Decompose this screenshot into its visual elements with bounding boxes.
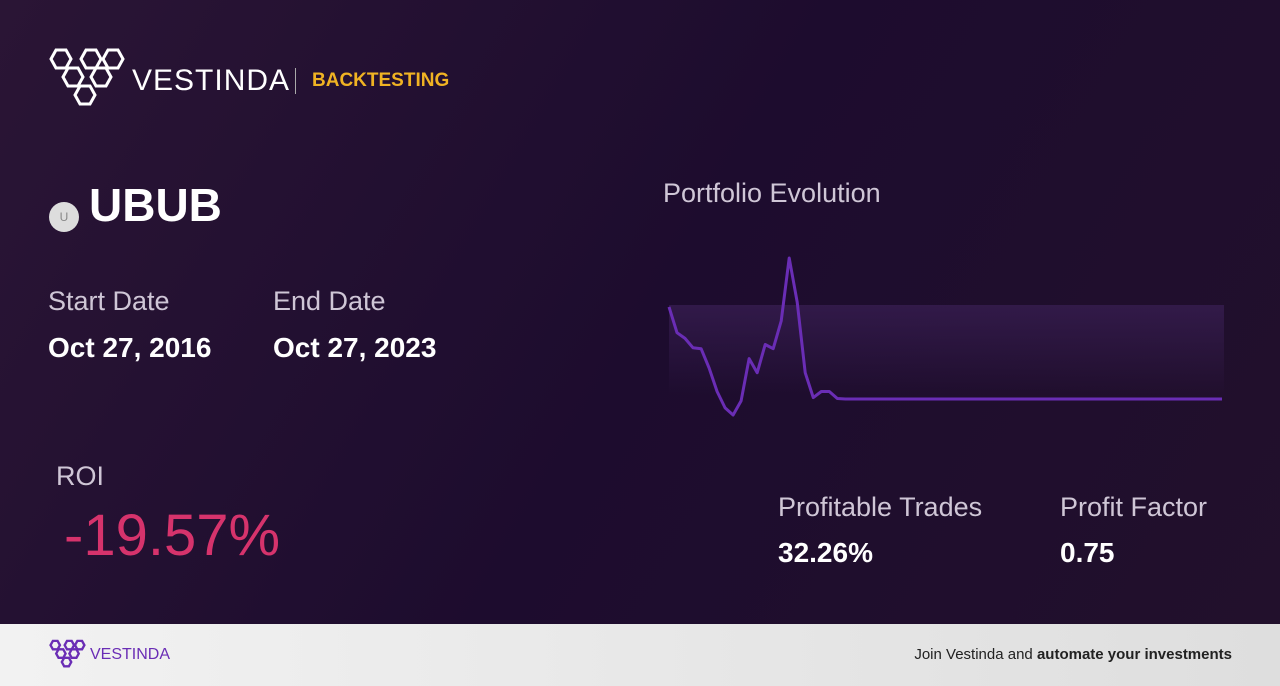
end-label: End Date [273,286,386,316]
roi-value: -19.57% [64,503,281,568]
asset-icon: U [49,202,79,232]
footer-text: Join Vestinda and [914,646,1033,663]
chart [667,256,1224,417]
footer-cta: Join Vestinda and automate your investme… [914,646,1232,663]
chart-band [669,305,1224,395]
stat-label: Profitable Trades [778,492,983,522]
logo [49,48,125,106]
stat-label: Profit Factor [1060,492,1208,522]
brand: VESTINDA [132,64,291,97]
stat-value: 0.75 [1060,537,1115,568]
section: BACKTESTING [312,70,450,91]
end-date: Oct 27, 2023 [273,332,437,363]
footer-bold: automate your investments [1036,646,1232,663]
start-label: Start Date [48,286,170,316]
divider [295,68,296,94]
chart-title: Portfolio Evolution [663,178,881,208]
line [667,256,1222,417]
footer-logo [49,639,86,668]
roi-label: ROI [56,461,105,491]
start-date: Oct 27, 2016 [48,332,212,363]
footer-brand: VESTINDA [90,646,171,663]
footer: VESTINDA Join Vestinda and automate your… [0,624,1280,686]
ticker: UBUB [89,179,222,231]
stat-value: 32.26% [778,537,873,568]
